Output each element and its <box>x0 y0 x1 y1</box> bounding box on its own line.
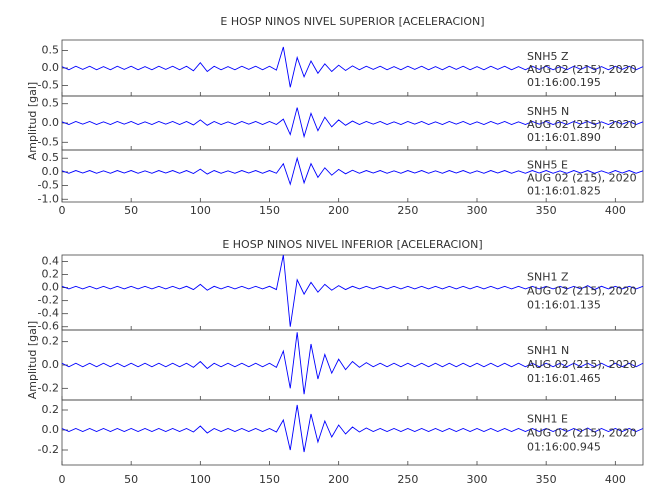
time-label: 01:16:00.195 <box>527 76 601 89</box>
date-label: AUG 02 (215), 2020 <box>527 427 637 440</box>
station-label: SNH5 E <box>527 159 568 172</box>
y-tick-label: 0.5 <box>42 151 60 164</box>
y-tick-label: 0.5 <box>42 44 60 57</box>
station-label: SNH1 Z <box>527 271 569 284</box>
station-label: SNH5 Z <box>527 50 569 63</box>
y-tick-label: -0.2 <box>38 443 59 456</box>
x-tick-label: 400 <box>605 204 626 217</box>
station-label: SNH1 E <box>527 413 568 426</box>
y-axis-label: Amplitud [gal] <box>26 82 39 160</box>
x-tick-label: 50 <box>124 473 138 486</box>
y-axis-label: Amplitud [gal] <box>26 321 39 399</box>
waveform <box>61 46 644 88</box>
x-tick-label: 350 <box>536 204 557 217</box>
y-tick-label: 0.4 <box>42 255 60 268</box>
waveform <box>61 404 644 453</box>
y-tick-label: -0.5 <box>38 179 59 192</box>
date-label: AUG 02 (215), 2020 <box>527 285 637 298</box>
time-label: 01:16:01.135 <box>527 299 601 312</box>
time-label: 01:16:01.890 <box>527 131 601 144</box>
x-tick-label: 100 <box>190 473 211 486</box>
y-tick-label: -0.2 <box>38 294 59 307</box>
date-label: AUG 02 (215), 2020 <box>527 358 637 371</box>
y-tick-label: 0.0 <box>42 281 60 294</box>
station-label: SNH5 N <box>527 105 569 118</box>
y-tick-label: 0.2 <box>42 403 60 416</box>
y-tick-label: -0.6 <box>38 320 59 333</box>
x-tick-label: 250 <box>397 204 418 217</box>
y-tick-label: -1.0 <box>38 192 59 205</box>
chart-title: E HOSP NINOS NIVEL INFERIOR [ACELERACION… <box>222 238 482 251</box>
x-tick-label: 0 <box>59 204 66 217</box>
y-tick-label: 0.0 <box>42 358 60 371</box>
x-tick-label: 200 <box>328 204 349 217</box>
waveform <box>61 254 644 327</box>
y-tick-label: -0.2 <box>38 381 59 394</box>
y-tick-label: 0.0 <box>42 423 60 436</box>
time-label: 01:16:00.945 <box>527 441 601 454</box>
y-tick-label: 0.2 <box>42 335 60 348</box>
x-tick-label: 150 <box>259 473 280 486</box>
panel-frame <box>61 399 644 466</box>
y-tick-label: 0.2 <box>42 268 60 281</box>
x-tick-label: 100 <box>190 204 211 217</box>
date-label: AUG 02 (215), 2020 <box>527 118 637 131</box>
time-label: 01:16:01.825 <box>527 185 601 198</box>
x-tick-label: 150 <box>259 204 280 217</box>
time-label: 01:16:01.465 <box>527 372 601 385</box>
y-tick-label: -0.5 <box>38 135 59 148</box>
date-label: AUG 02 (215), 2020 <box>527 63 637 76</box>
x-tick-label: 300 <box>467 204 488 217</box>
y-tick-label: -0.5 <box>38 79 59 92</box>
waveform <box>61 332 644 395</box>
x-tick-label: 300 <box>467 473 488 486</box>
x-tick-label: 0 <box>59 473 66 486</box>
chart-title: E HOSP NINOS NIVEL SUPERIOR [ACELERACION… <box>220 15 484 28</box>
x-tick-label: 250 <box>397 473 418 486</box>
y-tick-label: -0.4 <box>38 307 59 320</box>
x-tick-label: 200 <box>328 473 349 486</box>
y-tick-label: 0.0 <box>42 116 60 129</box>
y-tick-label: 0.0 <box>42 165 60 178</box>
panel-frame <box>61 149 644 203</box>
date-label: AUG 02 (215), 2020 <box>527 172 637 185</box>
x-tick-label: 50 <box>124 204 138 217</box>
y-tick-label: 0.0 <box>42 61 60 74</box>
y-tick-label: 0.5 <box>42 97 60 110</box>
station-label: SNH1 N <box>527 344 569 357</box>
waveform <box>61 156 644 186</box>
waveform <box>61 107 644 139</box>
x-tick-label: 400 <box>605 473 626 486</box>
x-tick-label: 350 <box>536 473 557 486</box>
